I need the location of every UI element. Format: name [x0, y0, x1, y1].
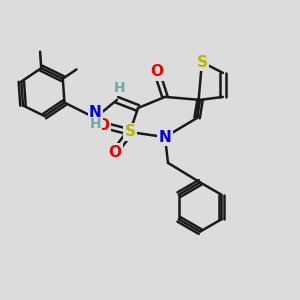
Text: O: O — [108, 145, 122, 160]
Text: S: S — [124, 124, 135, 140]
Text: N: N — [159, 130, 171, 145]
Text: N: N — [89, 105, 101, 120]
Text: H: H — [114, 82, 126, 95]
Text: S: S — [196, 55, 207, 70]
Text: H: H — [89, 118, 101, 131]
Text: O: O — [96, 118, 110, 133]
Text: O: O — [150, 64, 164, 80]
